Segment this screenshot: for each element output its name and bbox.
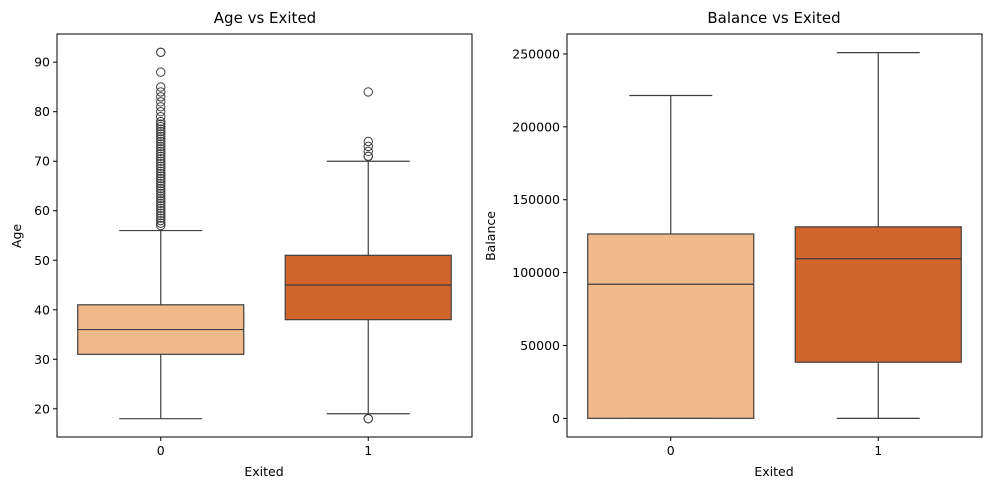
outlier-point xyxy=(363,136,373,147)
outlier-point xyxy=(156,213,166,223)
outlier-point xyxy=(156,134,166,144)
x-axis-label: Exited xyxy=(754,464,793,479)
outlier-point xyxy=(156,139,166,149)
outlier-point xyxy=(156,136,166,147)
outlier-point xyxy=(156,121,166,132)
y-tick-label: 250000 xyxy=(512,46,560,61)
outlier-point xyxy=(156,168,166,179)
y-tick-label: 80 xyxy=(34,104,50,119)
y-axis-label: Age xyxy=(9,224,24,248)
box-group-0 xyxy=(587,94,755,419)
y-tick-label: 50000 xyxy=(520,338,560,353)
x-tick-label: 1 xyxy=(874,443,882,458)
outlier-point xyxy=(156,176,166,186)
balance-vs-exited-chart: Balance vs Exited Exited Balance 0 50000 1… xyxy=(483,9,983,479)
y-tick-label: 200000 xyxy=(512,119,560,134)
box xyxy=(587,233,755,419)
outlier-point xyxy=(156,107,166,117)
box-group-0 xyxy=(77,47,245,420)
outlier-point xyxy=(156,163,166,174)
outlier-point xyxy=(156,102,166,112)
outlier-point xyxy=(156,131,166,142)
outlier-point xyxy=(156,188,166,199)
outlier-point xyxy=(156,198,166,209)
outlier-point xyxy=(156,129,166,139)
chart-title: Balance vs Exited xyxy=(707,9,840,27)
outlier-point xyxy=(363,413,373,424)
y-tick-label: 60 xyxy=(34,203,50,218)
box-group-1 xyxy=(284,87,452,424)
outlier-point xyxy=(156,203,166,213)
x-tick-label: 0 xyxy=(667,443,675,458)
y-tick-label: 150000 xyxy=(512,192,560,207)
outlier-point xyxy=(156,183,166,194)
y-tick-label: 100000 xyxy=(512,265,560,280)
outlier-point xyxy=(156,210,166,221)
outlier-point xyxy=(156,161,166,171)
outlier-point xyxy=(156,196,166,206)
y-tick-label: 70 xyxy=(34,154,50,169)
outlier-point xyxy=(363,141,373,152)
outlier-point xyxy=(156,144,166,154)
box xyxy=(284,254,452,321)
outlier-point xyxy=(156,191,166,201)
x-tick-label: 1 xyxy=(364,443,372,458)
outlier-point xyxy=(363,87,373,97)
outlier-point xyxy=(156,97,166,107)
age-vs-exited-chart: Age vs Exited Exited Age 20 30 40 50 60 70 80 9… xyxy=(9,9,473,479)
outlier-point xyxy=(156,178,166,189)
outlier-point xyxy=(156,215,166,226)
y-tick-label: 90 xyxy=(34,55,50,70)
outlier-point xyxy=(156,124,166,134)
outlier-point xyxy=(156,193,166,204)
outlier-point xyxy=(156,208,166,218)
y-tick-label: 20 xyxy=(34,401,50,416)
outlier-point xyxy=(156,154,166,164)
outlier-point xyxy=(156,149,166,159)
outlier-point xyxy=(156,82,166,92)
outlier-point xyxy=(156,218,166,228)
y-tick-label: 40 xyxy=(34,302,50,317)
outlier-point xyxy=(156,220,166,231)
outlier-point xyxy=(156,67,166,77)
outlier-point xyxy=(156,146,166,157)
outlier-point xyxy=(156,92,166,102)
outlier-point xyxy=(156,171,166,181)
axes-frame xyxy=(56,33,473,438)
outlier-point xyxy=(156,119,166,129)
outlier-point xyxy=(156,186,166,196)
outlier-point xyxy=(156,201,166,211)
outlier-point xyxy=(156,116,166,127)
x-tick-label: 0 xyxy=(157,443,165,458)
outlier-point xyxy=(156,181,166,191)
outlier-point xyxy=(363,151,373,161)
axes-frame xyxy=(566,33,983,438)
outlier-point xyxy=(156,87,166,97)
y-tick-label: 50 xyxy=(34,253,50,268)
outlier-point xyxy=(156,166,166,176)
outlier-point xyxy=(156,159,166,169)
outlier-point xyxy=(156,126,166,137)
chart-title: Age vs Exited xyxy=(214,9,316,27)
outlier-point xyxy=(156,141,166,152)
y-axis-label: Balance xyxy=(483,211,498,261)
outlier-point xyxy=(156,151,166,161)
x-axis-label: Exited xyxy=(244,464,283,479)
outlier-point xyxy=(156,156,166,166)
y-tick-label: 30 xyxy=(34,352,50,367)
y-tick-label: 0 xyxy=(552,411,560,426)
outlier-point xyxy=(156,206,166,216)
outlier-point xyxy=(156,47,166,58)
outlier-point xyxy=(363,146,373,157)
box-group-1 xyxy=(794,52,962,419)
outlier-point xyxy=(156,173,166,184)
box xyxy=(794,226,962,363)
outlier-point xyxy=(156,111,166,122)
